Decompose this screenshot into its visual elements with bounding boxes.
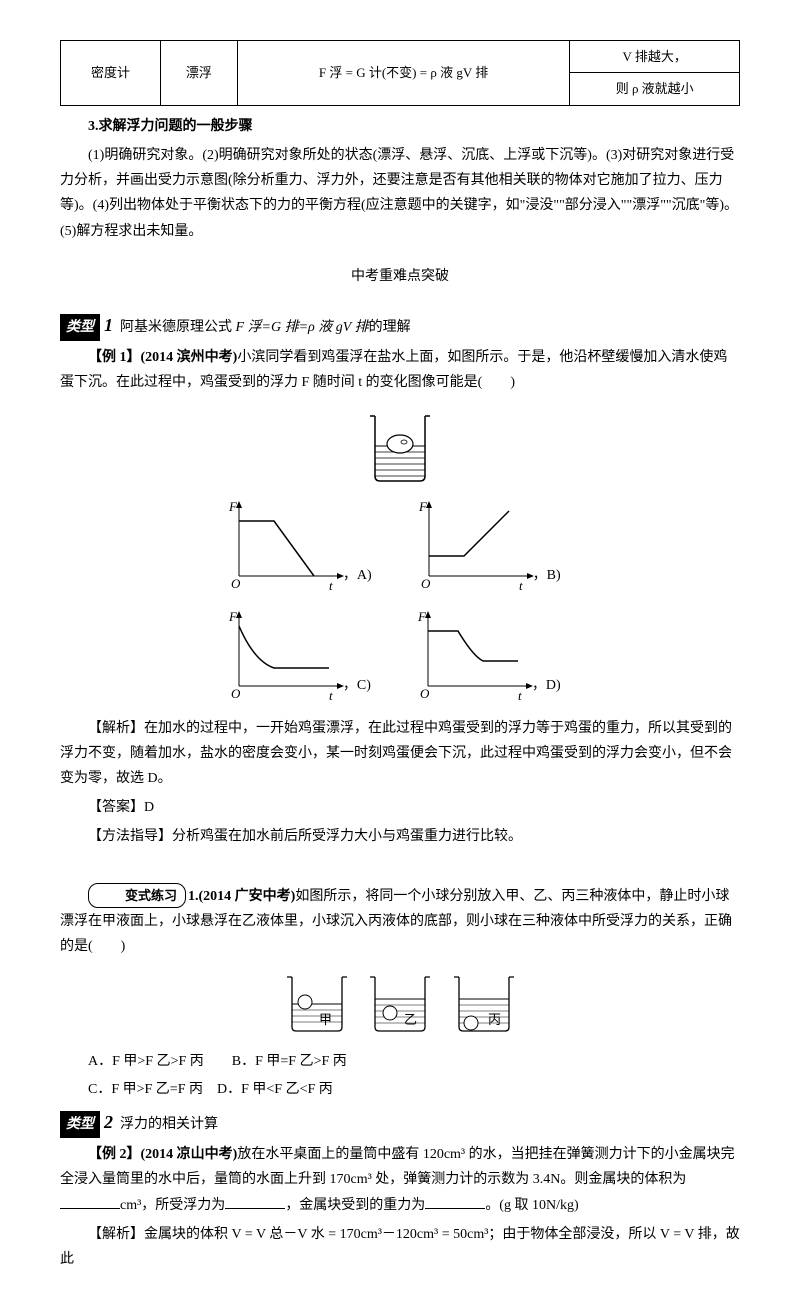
svg-text:O: O — [421, 576, 431, 591]
beaker-icon — [360, 406, 440, 486]
svg-text:t: t — [329, 578, 333, 593]
opt-a: A．F 甲>F 乙>F 丙 — [88, 1054, 204, 1069]
svg-text:O: O — [420, 686, 430, 701]
graph-b-label: ，B) — [533, 568, 561, 583]
beaker-yi: 乙 — [360, 969, 440, 1039]
three-beakers: 甲 乙 丙 — [60, 969, 740, 1039]
svg-text:O: O — [231, 576, 241, 591]
var1-src: (2014 广安中考) — [199, 889, 296, 904]
variation1: 变式练习1.(2014 广安中考)如图所示，将同一个小球分别放入甲、乙、丙三种液… — [60, 883, 740, 960]
answer-text: D — [144, 800, 154, 815]
type2-title: 浮力的相关计算 — [120, 1117, 218, 1132]
breakthrough-title: 中考重难点突破 — [60, 264, 740, 289]
density-meter-table: 密度计 漂浮 F 浮 = G 计(不变) = ρ 液 gV 排 V 排越大， 则… — [60, 40, 740, 106]
ex2-body-c: ，金属块受到的重力为 — [285, 1198, 425, 1213]
ex2-analysis-label: 【解析】 — [88, 1227, 144, 1242]
steps-body: (1)明确研究对象。(2)明确研究对象所处的状态(漂浮、悬浮、沉底、上浮或下沉等… — [60, 143, 740, 244]
cell-formula: F 浮 = G 计(不变) = ρ 液 gV 排 — [237, 41, 570, 106]
graph-c-label: ，C) — [343, 678, 371, 693]
svg-text:t: t — [519, 578, 523, 593]
answer-label: 【答案】 — [88, 800, 144, 815]
ex1-method: 【方法指导】分析鸡蛋在加水前后所受浮力大小与鸡蛋重力进行比较。 — [60, 824, 740, 849]
type-num: 1 — [104, 315, 113, 335]
beaker-bing: 丙 — [444, 969, 524, 1039]
cell-state: 漂浮 — [160, 41, 237, 106]
graph-c: F O t — [219, 606, 359, 706]
ex1-analysis: 【解析】在加水的过程中，一开始鸡蛋漂浮，在此过程中鸡蛋受到的浮力等于鸡蛋的重力，… — [60, 716, 740, 792]
ex2-analysis: 【解析】金属块的体积 V = V 总－V 水 = 170cm³－120cm³ =… — [60, 1222, 740, 1272]
type2-num: 2 — [104, 1112, 113, 1132]
type2-heading: 类型2 浮力的相关计算 — [60, 1106, 740, 1138]
ex1-answer: 【答案】D — [60, 795, 740, 820]
ex1-src: (2014 滨州中考) — [141, 350, 238, 365]
blank1 — [60, 1194, 120, 1209]
cell-result-a: V 排越大， — [570, 41, 740, 73]
svg-text:F: F — [228, 499, 238, 514]
type-badge: 类型 — [60, 314, 100, 341]
beaker-jia: 甲 — [277, 969, 357, 1039]
ex1-label: 【例 1】 — [88, 350, 141, 365]
beaker-figure — [60, 406, 740, 486]
type1-formula: F 浮=G 排=ρ 液 gV 排 — [236, 320, 369, 335]
var1-options: A．F 甲>F 乙>F 丙 B．F 甲=F 乙>F 丙 C．F 甲>F 乙=F … — [88, 1049, 740, 1101]
steps-title: 3.求解浮力问题的一般步骤 — [60, 114, 740, 139]
method-text: 分析鸡蛋在加水前后所受浮力大小与鸡蛋重力进行比较。 — [172, 829, 522, 844]
graph-a-label: ，A) — [343, 568, 372, 583]
svg-text:O: O — [231, 686, 241, 701]
blank3 — [425, 1194, 485, 1209]
graphs-row2: F O t ，C) F O t ，D) — [60, 606, 740, 706]
var1-num: 1. — [188, 889, 199, 904]
graphs-row1: F O t ，A) F O t ，B) — [60, 496, 740, 596]
svg-text:F: F — [228, 609, 238, 624]
method-label: 【方法指导】 — [88, 829, 172, 844]
example2: 【例 2】(2014 凉山中考)放在水平桌面上的量筒中盛有 120cm³ 的水，… — [60, 1142, 740, 1218]
opt-d: D．F 甲<F 乙<F 丙 — [217, 1082, 333, 1097]
opt-c: C．F 甲>F 乙=F 丙 — [88, 1082, 203, 1097]
analysis-label: 【解析】 — [88, 721, 144, 736]
svg-text:t: t — [518, 688, 522, 703]
ex2-body-b: cm³，所受浮力为 — [120, 1198, 225, 1213]
svg-text:乙: 乙 — [404, 1012, 417, 1027]
cell-device: 密度计 — [61, 41, 161, 106]
svg-text:F: F — [417, 609, 427, 624]
ex2-label: 【例 2】 — [88, 1147, 141, 1162]
graph-b: F O t — [409, 496, 549, 596]
cell-result-b: 则 ρ 液就越小 — [570, 73, 740, 105]
svg-text:t: t — [329, 688, 333, 703]
svg-text:丙: 丙 — [488, 1012, 501, 1027]
ex2-body-d: 。(g 取 10N/kg) — [485, 1198, 578, 1213]
opt-b: B．F 甲=F 乙>F 丙 — [232, 1054, 347, 1069]
ex2-analysis-text: 金属块的体积 V = V 总－V 水 = 170cm³－120cm³ = 50c… — [60, 1227, 740, 1267]
blank2 — [225, 1194, 285, 1209]
analysis-text: 在加水的过程中，一开始鸡蛋漂浮，在此过程中鸡蛋受到的浮力等于鸡蛋的重力，所以其受… — [60, 721, 732, 786]
type1-title-c: 的理解 — [369, 320, 411, 335]
graph-a: F O t — [219, 496, 359, 596]
svg-text:甲: 甲 — [319, 1012, 332, 1027]
var-badge: 变式练习 — [88, 883, 186, 908]
graph-d-label: ，D) — [532, 678, 561, 693]
graph-d: F O t — [408, 606, 548, 706]
type1-heading: 类型1 阿基米德原理公式 F 浮=G 排=ρ 液 gV 排的理解 — [60, 309, 740, 341]
example1: 【例 1】(2014 滨州中考)小滨同学看到鸡蛋浮在盐水上面，如图所示。于是，他… — [60, 345, 740, 395]
ex2-src: (2014 凉山中考) — [141, 1147, 238, 1162]
type1-title-a: 阿基米德原理公式 — [120, 320, 236, 335]
svg-text:F: F — [418, 499, 428, 514]
